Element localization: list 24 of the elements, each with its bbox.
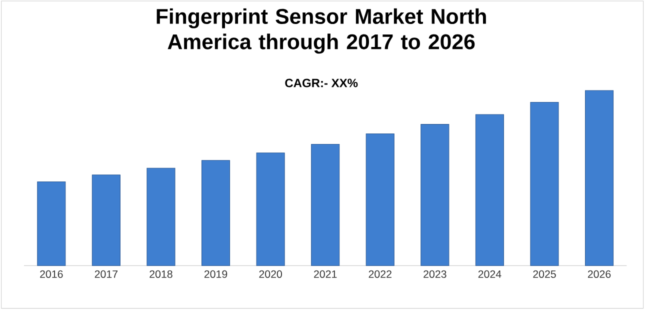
x-tick-label: 2025	[533, 270, 556, 278]
x-tick-label: 2026	[588, 270, 611, 278]
x-tick-label: 2022	[368, 270, 392, 278]
x-tick-label: 2020	[259, 270, 282, 278]
x-tick-label: 2024	[478, 270, 502, 278]
x-tick-label: 2021	[314, 270, 337, 278]
bar	[37, 181, 66, 266]
x-tick-label: 2019	[204, 270, 228, 278]
x-tick-label: 2016	[40, 270, 63, 278]
bar	[366, 133, 394, 266]
bar	[530, 102, 559, 266]
bar	[92, 174, 120, 266]
chart-title: Fingerprint Sensor Market North America through 2017 to 2026	[156, 8, 486, 54]
bar	[475, 114, 504, 266]
bar	[146, 168, 176, 266]
bar	[585, 90, 614, 266]
x-tick-label: 2018	[150, 270, 172, 278]
bar	[311, 144, 340, 266]
bar	[256, 152, 285, 266]
bar	[201, 160, 230, 266]
x-tick-label: 2017	[94, 270, 118, 278]
bar	[420, 124, 450, 266]
x-tick-label: 2023	[424, 270, 446, 278]
chart-subtitle: CAGR:- XX%	[285, 78, 358, 88]
